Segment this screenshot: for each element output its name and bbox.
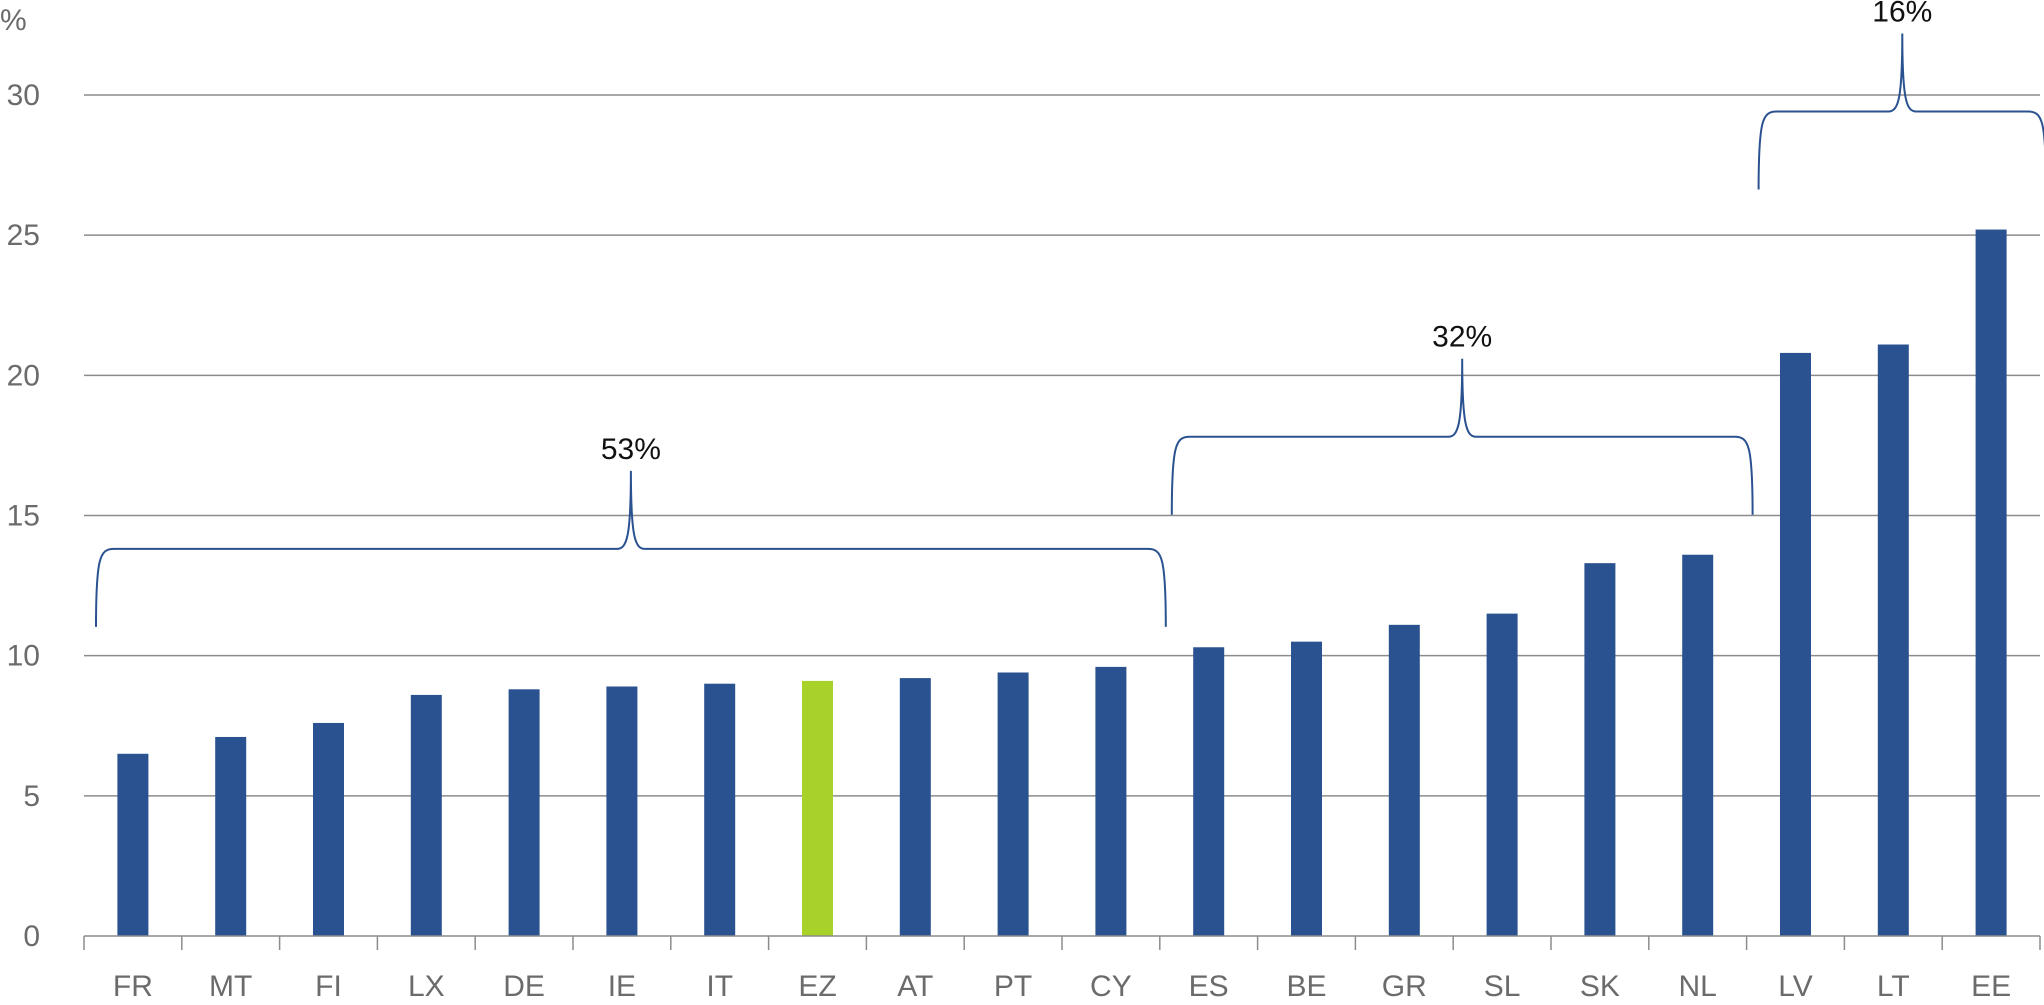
bar-fr bbox=[117, 753, 149, 936]
x-tick-label: BE bbox=[1286, 970, 1326, 1003]
y-tick-label: 30 bbox=[7, 79, 40, 112]
bar-mt bbox=[215, 736, 247, 936]
bar-lv bbox=[1780, 352, 1811, 936]
bar-cy bbox=[1095, 666, 1127, 936]
x-tick-label: GR bbox=[1382, 970, 1427, 1003]
bar-at bbox=[899, 678, 931, 936]
bar-de bbox=[508, 689, 540, 936]
bar-be bbox=[1291, 641, 1322, 936]
x-tick-label: LT bbox=[1877, 970, 1910, 1003]
group-braces: 53% 32% 16% bbox=[95, 0, 2044, 627]
x-tick-label: MT bbox=[209, 970, 252, 1003]
bar-it bbox=[704, 683, 736, 936]
x-tick-label: AT bbox=[897, 970, 933, 1003]
x-tick-label: EZ bbox=[798, 970, 836, 1003]
x-tick-label: LX bbox=[408, 970, 445, 1003]
group-share-label: 53% bbox=[601, 433, 661, 466]
y-tick-label: 5 bbox=[23, 780, 40, 813]
x-axis bbox=[83, 935, 2041, 950]
bar-sl bbox=[1486, 613, 1518, 936]
group-brace bbox=[95, 470, 1167, 627]
y-tick-label: 25 bbox=[7, 219, 40, 252]
x-tick-label: FR bbox=[113, 970, 153, 1003]
x-tick-label: CY bbox=[1090, 970, 1132, 1003]
y-tick-label: 0 bbox=[23, 920, 40, 953]
x-tick-label: SK bbox=[1580, 970, 1620, 1003]
x-tick-label: LV bbox=[1778, 970, 1812, 1003]
group-brace bbox=[1170, 358, 1754, 515]
x-tick-label: FI bbox=[315, 970, 342, 1003]
x-tick-label: ES bbox=[1189, 970, 1229, 1003]
y-tick-labels: 0 5 10 15 20 25 30 bbox=[7, 79, 40, 953]
bar-lx bbox=[410, 694, 442, 936]
group-share-label: 16% bbox=[1872, 0, 1932, 29]
bar-fi bbox=[313, 722, 344, 936]
x-tick-label: DE bbox=[503, 970, 545, 1003]
y-tick-label: 20 bbox=[7, 359, 40, 392]
x-tick-label: IE bbox=[608, 970, 636, 1003]
bar-es bbox=[1193, 647, 1225, 936]
y-axis-unit-label: % bbox=[0, 4, 27, 37]
x-tick-label: EE bbox=[1971, 970, 2011, 1003]
y-tick-label: 15 bbox=[7, 500, 40, 533]
x-tick-label: NL bbox=[1679, 970, 1717, 1003]
group-share-label: 32% bbox=[1432, 321, 1492, 354]
y-tick-label: 10 bbox=[7, 640, 40, 673]
gridlines bbox=[84, 94, 2040, 797]
bar-gr bbox=[1388, 624, 1420, 936]
bar-ez bbox=[802, 680, 833, 936]
bar-ee bbox=[1975, 229, 2007, 936]
bar-ie bbox=[606, 686, 638, 936]
group-brace bbox=[1757, 33, 2044, 190]
x-tick-label: PT bbox=[994, 970, 1032, 1003]
bar-sk bbox=[1584, 563, 1616, 936]
bars bbox=[117, 229, 2007, 936]
bar-nl bbox=[1682, 554, 1714, 936]
bar-lt bbox=[1877, 344, 1909, 936]
bar-pt bbox=[997, 672, 1029, 936]
x-tick-label: IT bbox=[706, 970, 733, 1003]
x-tick-label: SL bbox=[1484, 970, 1521, 1003]
x-tick-labels: FR MT FI LX DE IE IT EZ AT PT CY ES BE GR SL SK NL LV LT EE bbox=[113, 970, 2011, 1003]
